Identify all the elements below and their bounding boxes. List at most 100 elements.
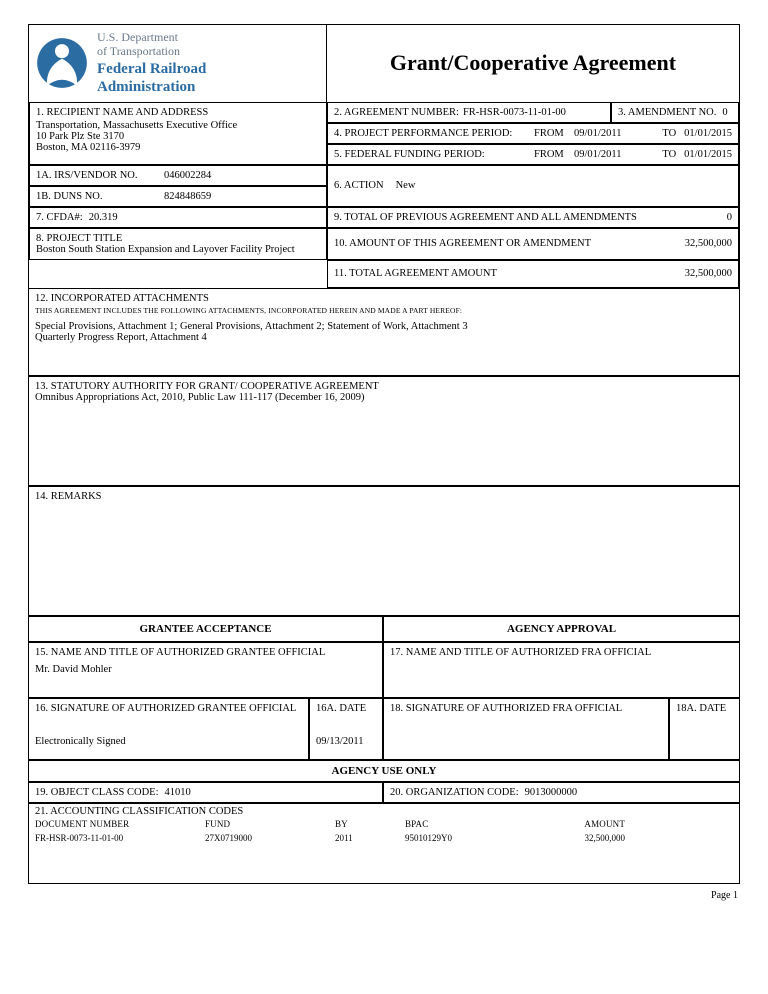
box-1a: 1A. IRS/VENDOR NO. 046002284 bbox=[29, 165, 327, 186]
box-2: 2. AGREEMENT NUMBER: FR-HSR-0073-11-01-0… bbox=[327, 103, 611, 123]
box-4-from: 09/01/2011 bbox=[574, 128, 644, 139]
box-10-label: 10. AMOUNT OF THIS AGREEMENT OR AMENDMEN… bbox=[334, 238, 591, 249]
box-17-label: 17. NAME AND TITLE OF AUTHORIZED FRA OFF… bbox=[390, 647, 733, 658]
row-cfda: 7. CFDA#: 20.319 9. TOTAL OF PREVIOUS AG… bbox=[29, 207, 739, 228]
agency-line2: Administration bbox=[97, 79, 206, 96]
duns-no: 824848659 bbox=[164, 191, 211, 202]
box-18: 18. SIGNATURE OF AUTHORIZED FRA OFFICIAL bbox=[383, 698, 669, 760]
dot-logo-icon bbox=[35, 36, 89, 90]
header-row: U.S. Department of Transportation Federa… bbox=[29, 25, 739, 103]
form-outer: U.S. Department of Transportation Federa… bbox=[28, 24, 740, 884]
box-17: 17. NAME AND TITLE OF AUTHORIZED FRA OFF… bbox=[383, 642, 739, 698]
row-officials: 15. NAME AND TITLE OF AUTHORIZED GRANTEE… bbox=[29, 642, 739, 698]
attachments-line2: Quarterly Progress Report, Attachment 4 bbox=[35, 332, 733, 343]
acc-bpac: 95010129Y0 bbox=[405, 833, 545, 843]
box-18-label: 18. SIGNATURE OF AUTHORIZED FRA OFFICIAL bbox=[390, 703, 662, 714]
grantee-signature: Electronically Signed bbox=[35, 736, 302, 747]
box-14-label: 14. REMARKS bbox=[35, 491, 733, 502]
box-8-label: 8. PROJECT TITLE bbox=[36, 233, 320, 244]
box-4: 4. PROJECT PERFORMANCE PERIOD: FROM 09/0… bbox=[327, 123, 739, 144]
box-4-label: 4. PROJECT PERFORMANCE PERIOD: bbox=[334, 128, 534, 139]
box-1-label: 1. RECIPIENT NAME AND ADDRESS bbox=[36, 107, 320, 118]
box-14: 14. REMARKS bbox=[29, 486, 739, 616]
cfda-value: 20.319 bbox=[89, 212, 118, 223]
dept-line1: U.S. Department bbox=[97, 31, 206, 45]
box-9: 9. TOTAL OF PREVIOUS AGREEMENT AND ALL A… bbox=[327, 207, 739, 228]
box-1b-label: 1B. DUNS NO. bbox=[36, 191, 156, 202]
box-11-label: 11. TOTAL AGREEMENT AMOUNT bbox=[334, 268, 497, 279]
box-11: 11. TOTAL AGREEMENT AMOUNT 32,500,000 bbox=[327, 260, 739, 288]
box-19-label: 19. OBJECT CLASS CODE: bbox=[35, 787, 159, 798]
organization-code: 9013000000 bbox=[525, 787, 578, 798]
box-16a: 16A. DATE 09/13/2011 bbox=[309, 698, 383, 760]
amendment-no: 0 bbox=[722, 107, 727, 118]
row-approval-heads: GRANTEE ACCEPTANCE AGENCY APPROVAL bbox=[29, 616, 739, 642]
box-16-label: 16. SIGNATURE OF AUTHORIZED GRANTEE OFFI… bbox=[35, 703, 302, 714]
box-3: 3. AMENDMENT NO. 0 bbox=[611, 103, 739, 123]
recipient-line2: 10 Park Plz Ste 3170 bbox=[36, 131, 320, 142]
box-18a: 18A. DATE bbox=[669, 698, 739, 760]
agency-use-only-head: AGENCY USE ONLY bbox=[29, 760, 739, 782]
box-5-from: 09/01/2011 bbox=[574, 149, 644, 160]
agreement-number: FR-HSR-0073-11-01-00 bbox=[463, 107, 566, 118]
hdr-fund: FUND bbox=[205, 819, 335, 829]
row-codes: 19. OBJECT CLASS CODE: 41010 20. ORGANIZ… bbox=[29, 782, 739, 803]
acc-doc-number: FR-HSR-0073-11-01-00 bbox=[35, 833, 205, 843]
box-5-to: 01/01/2015 bbox=[684, 149, 732, 160]
hdr-bpac: BPAC bbox=[405, 819, 545, 829]
box-12: 12. INCORPORATED ATTACHMENTS THIS AGREEM… bbox=[29, 288, 739, 376]
accounting-row: FR-HSR-0073-11-01-00 27X0719000 2011 950… bbox=[29, 831, 739, 845]
this-amount: 32,500,000 bbox=[685, 238, 732, 249]
acc-amount: 32,500,000 bbox=[545, 833, 665, 843]
recipient-line1: Transportation, Massachusetts Executive … bbox=[36, 120, 320, 131]
box-9-label: 9. TOTAL OF PREVIOUS AGREEMENT AND ALL A… bbox=[334, 212, 637, 223]
row-total: 11. TOTAL AGREEMENT AMOUNT 32,500,000 bbox=[29, 260, 739, 288]
box-1: 1. RECIPIENT NAME AND ADDRESS Transporta… bbox=[29, 103, 327, 165]
acc-by: 2011 bbox=[335, 833, 405, 843]
box-21: 21. ACCOUNTING CLASSIFICATION CODES DOCU… bbox=[29, 803, 739, 883]
box-15-label: 15. NAME AND TITLE OF AUTHORIZED GRANTEE… bbox=[35, 647, 376, 658]
grantee-sign-date: 09/13/2011 bbox=[316, 736, 376, 747]
box-15: 15. NAME AND TITLE OF AUTHORIZED GRANTEE… bbox=[29, 642, 383, 698]
box-12-sub: THIS AGREEMENT INCLUDES THE FOLLOWING AT… bbox=[35, 306, 733, 315]
project-title: Boston South Station Expansion and Layov… bbox=[36, 244, 320, 255]
action-value: New bbox=[396, 180, 416, 191]
hdr-doc-number: DOCUMENT NUMBER bbox=[35, 819, 205, 829]
box-5-to-label: TO bbox=[648, 149, 676, 160]
accounting-headers: DOCUMENT NUMBER FUND BY BPAC AMOUNT bbox=[29, 817, 739, 831]
page-number: Page 1 bbox=[28, 884, 740, 901]
doc-title: Grant/Cooperative Agreement bbox=[390, 50, 676, 76]
agency-text: U.S. Department of Transportation Federa… bbox=[97, 31, 206, 96]
dept-line2: of Transportation bbox=[97, 45, 206, 59]
box-8: 8. PROJECT TITLE Boston South Station Ex… bbox=[29, 228, 327, 260]
page: U.S. Department of Transportation Federa… bbox=[0, 0, 768, 925]
box-4-from-label: FROM bbox=[534, 128, 574, 139]
box-5: 5. FEDERAL FUNDING PERIOD: FROM 09/01/20… bbox=[327, 144, 739, 165]
irs-vendor-no: 046002284 bbox=[164, 170, 211, 181]
box-4-to: 01/01/2015 bbox=[684, 128, 732, 139]
row-project: 8. PROJECT TITLE Boston South Station Ex… bbox=[29, 228, 739, 260]
statutory-authority: Omnibus Appropriations Act, 2010, Public… bbox=[35, 392, 733, 403]
grantee-acceptance-head: GRANTEE ACCEPTANCE bbox=[29, 616, 383, 642]
row-ids: 1A. IRS/VENDOR NO. 046002284 1B. DUNS NO… bbox=[29, 165, 739, 207]
grantee-official: Mr. David Mohler bbox=[35, 664, 376, 675]
row-recipient: 1. RECIPIENT NAME AND ADDRESS Transporta… bbox=[29, 103, 739, 165]
prev-total: 0 bbox=[727, 212, 732, 223]
box-10: 10. AMOUNT OF THIS AGREEMENT OR AMENDMEN… bbox=[327, 228, 739, 260]
box-21-label: 21. ACCOUNTING CLASSIFICATION CODES bbox=[29, 804, 739, 817]
box-4-to-label: TO bbox=[648, 128, 676, 139]
agency-logo-cell: U.S. Department of Transportation Federa… bbox=[29, 25, 327, 102]
box-1b: 1B. DUNS NO. 824848659 bbox=[29, 186, 327, 207]
box-18a-label: 18A. DATE bbox=[676, 703, 733, 714]
agency-approval-head: AGENCY APPROVAL bbox=[383, 616, 739, 642]
box-6-label: 6. ACTION bbox=[334, 180, 384, 191]
recipient-line3: Boston, MA 02116-3979 bbox=[36, 142, 320, 153]
object-class-code: 41010 bbox=[165, 787, 191, 798]
box-20-label: 20. ORGANIZATION CODE: bbox=[390, 787, 519, 798]
box-19: 19. OBJECT CLASS CODE: 41010 bbox=[29, 782, 383, 803]
box-13-label: 13. STATUTORY AUTHORITY FOR GRANT/ COOPE… bbox=[35, 381, 733, 392]
box-7: 7. CFDA#: 20.319 bbox=[29, 207, 327, 228]
box-5-label: 5. FEDERAL FUNDING PERIOD: bbox=[334, 149, 534, 160]
box-2-label: 2. AGREEMENT NUMBER: bbox=[334, 107, 459, 118]
hdr-by: BY bbox=[335, 819, 405, 829]
